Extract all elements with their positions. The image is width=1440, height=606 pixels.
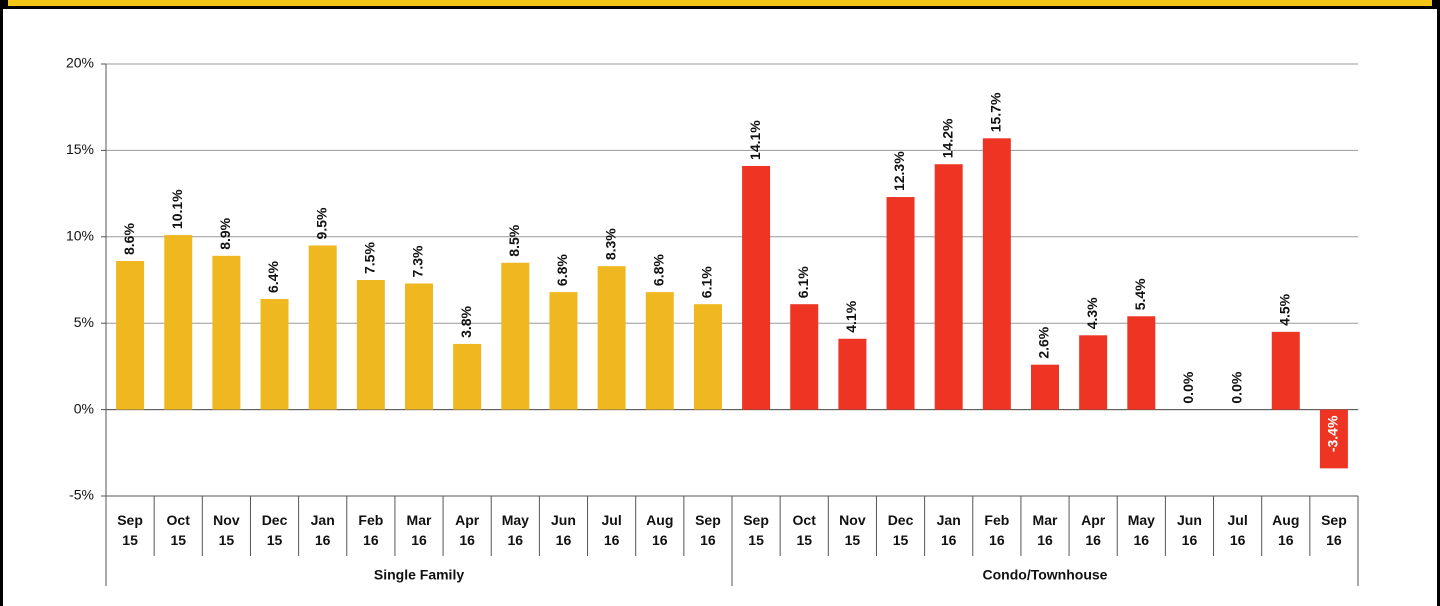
bar (1319, 409, 1348, 469)
value-label: 6.8% (650, 254, 666, 286)
bar (116, 260, 145, 410)
value-label: 8.9% (217, 217, 233, 249)
bar (212, 255, 241, 410)
bar (934, 164, 963, 410)
value-label: 8.3% (602, 228, 618, 260)
bar (501, 262, 530, 410)
value-label: 14.2% (939, 118, 955, 158)
x-tick-label: Sep 16 (695, 512, 721, 548)
right-frame (1437, 0, 1440, 606)
x-tick-label: Jul 16 (601, 512, 621, 548)
x-tick-label: Mar 16 (1033, 512, 1058, 548)
y-tick-label: 10% (66, 228, 94, 244)
x-tick-label: Sep 15 (117, 512, 143, 548)
value-label: 6.1% (795, 266, 811, 298)
x-tick-label: May 16 (1128, 512, 1155, 548)
bar (790, 304, 819, 410)
x-tick-label: Dec 15 (888, 512, 914, 548)
x-tick-label: Apr 16 (455, 512, 480, 548)
y-tick-label: 20% (66, 55, 94, 71)
value-label: 0.0% (1228, 371, 1244, 403)
value-label: 7.5% (362, 242, 378, 274)
value-label: -3.4% (1325, 415, 1341, 452)
x-tick-label: Jan 16 (937, 512, 961, 548)
bar (164, 235, 193, 410)
x-tick-label: May 16 (502, 512, 529, 548)
x-tick-label: Dec 15 (262, 512, 288, 548)
y-tick-label: -5% (69, 487, 94, 503)
bar (742, 165, 771, 410)
value-label: 6.4% (265, 261, 281, 293)
value-label: 12.3% (891, 151, 907, 191)
y-tick-label: 5% (74, 314, 94, 330)
x-tick-label: Aug 16 (646, 512, 673, 548)
bar (1127, 316, 1156, 410)
x-tick-label: Nov 15 (213, 512, 240, 548)
x-tick-label: Feb 16 (984, 512, 1009, 548)
value-label: 3.8% (458, 305, 474, 337)
bar (597, 266, 626, 410)
value-label: 15.7% (988, 92, 1004, 132)
x-tick-label: Jul 16 (1227, 512, 1247, 548)
bar (1271, 331, 1300, 410)
x-tick-label: Aug 16 (1272, 512, 1299, 548)
left-frame (0, 0, 3, 606)
value-label: 14.1% (747, 120, 763, 160)
bar (405, 283, 433, 410)
value-label: 5.4% (1132, 278, 1148, 310)
bar (645, 292, 674, 410)
x-tick-label: Jan 16 (311, 512, 335, 548)
bar (260, 299, 289, 410)
x-tick-label: Sep 16 (1321, 512, 1347, 548)
value-label: 4.5% (1276, 293, 1292, 325)
y-tick-label: 0% (74, 400, 94, 416)
x-tick-label: Oct 15 (793, 512, 817, 548)
x-tick-label: Mar 16 (407, 512, 432, 548)
x-tick-label: Oct 15 (167, 512, 191, 548)
bar (982, 138, 1011, 410)
value-label: 4.1% (843, 300, 859, 332)
x-tick-label: Feb 16 (358, 512, 383, 548)
value-label: 2.6% (1036, 326, 1052, 358)
bar (1031, 364, 1059, 410)
value-label: 6.8% (554, 254, 570, 286)
x-tick-label: Jun 16 (1177, 512, 1202, 548)
bar (693, 304, 722, 410)
x-tick-label: Apr 16 (1081, 512, 1106, 548)
value-label: 4.3% (1084, 297, 1100, 329)
bar (308, 245, 337, 410)
bar (1079, 335, 1108, 410)
value-label: 6.1% (699, 266, 715, 298)
bar (838, 338, 867, 410)
group-label: Single Family (374, 567, 464, 583)
x-tick-label: Jun 16 (551, 512, 576, 548)
y-tick-label: 15% (66, 141, 94, 157)
group-label: Condo/Townhouse (983, 567, 1108, 583)
value-label: 8.6% (121, 223, 137, 255)
x-tick-label: Nov 15 (839, 512, 866, 548)
value-label: 7.3% (410, 245, 426, 277)
top-band (8, 0, 1432, 6)
value-label: 0.0% (1180, 371, 1196, 403)
bar (453, 343, 482, 410)
value-label: 9.5% (313, 207, 329, 239)
bar (549, 292, 578, 410)
value-label: 8.5% (506, 224, 522, 256)
x-tick-label: Sep 15 (743, 512, 769, 548)
bar (886, 197, 915, 410)
value-label: 10.1% (169, 189, 185, 229)
bar (356, 280, 385, 410)
